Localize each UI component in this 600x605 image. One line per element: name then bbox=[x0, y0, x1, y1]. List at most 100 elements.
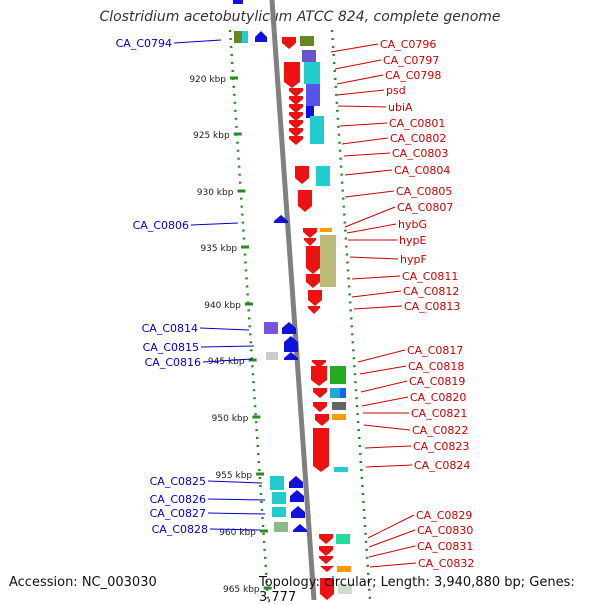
gene-label-right: CA_C0831 bbox=[417, 540, 473, 553]
backbone-line bbox=[269, 0, 317, 600]
gene-label-right: CA_C0824 bbox=[414, 459, 470, 472]
label-leader bbox=[346, 223, 397, 234]
scale-tick-label: 965 kbp bbox=[223, 585, 260, 595]
gene-label-right: CA_C0830 bbox=[417, 524, 473, 537]
gene-arrow bbox=[320, 566, 334, 572]
gene-label-right: CA_C0802 bbox=[390, 132, 446, 145]
gene-label-right: CA_C0812 bbox=[403, 285, 459, 298]
domain-block bbox=[336, 534, 350, 544]
gene-arrow bbox=[306, 274, 320, 288]
label-leader bbox=[209, 528, 261, 531]
accession-text: Accession: NC_003030 bbox=[9, 575, 157, 590]
label-leader bbox=[368, 529, 416, 548]
gene-label-right: CA_C0798 bbox=[385, 69, 441, 82]
gene-label-left: CA_C0794 bbox=[116, 37, 172, 50]
domain-block bbox=[340, 388, 346, 398]
label-leader bbox=[336, 74, 384, 85]
gene-arrow bbox=[289, 120, 303, 129]
gene-label-right: CA_C0804 bbox=[394, 164, 450, 177]
gene-label-right: ubiA bbox=[388, 101, 413, 114]
domain-block bbox=[316, 166, 330, 186]
gene-arrow bbox=[289, 104, 303, 113]
label-leader bbox=[369, 562, 417, 568]
label-leader bbox=[334, 59, 382, 70]
gene-arrow bbox=[319, 546, 333, 556]
label-leader bbox=[199, 327, 250, 331]
domain-block bbox=[320, 235, 336, 287]
scale-tick-label: 930 kbp bbox=[197, 188, 234, 198]
label-leader bbox=[344, 169, 393, 176]
gene-arrow bbox=[289, 476, 303, 488]
label-leader bbox=[337, 105, 387, 108]
gene-label-right: CA_C0819 bbox=[409, 375, 465, 388]
gene-label-right: CA_C0817 bbox=[407, 344, 463, 357]
domain-block bbox=[272, 492, 286, 504]
label-leader bbox=[360, 380, 408, 393]
domain-block bbox=[300, 36, 314, 46]
left-dotted-track bbox=[228, 29, 270, 600]
gene-arrow bbox=[304, 238, 316, 246]
domain-block bbox=[304, 62, 320, 84]
label-leader bbox=[336, 89, 385, 96]
label-leader bbox=[207, 480, 263, 484]
gene-arrow bbox=[303, 228, 317, 238]
gene-label-left: CA_C0827 bbox=[150, 507, 206, 520]
gene-label-right: CA_C0821 bbox=[411, 407, 467, 420]
scale-tick-label: 955 kbp bbox=[215, 471, 252, 481]
label-leader bbox=[364, 445, 412, 449]
domain-block bbox=[306, 106, 314, 118]
scale-tick-label: 960 kbp bbox=[219, 528, 256, 538]
scale-tick-label: 925 kbp bbox=[193, 131, 230, 141]
gene-arrow bbox=[293, 524, 307, 532]
gene-arrow bbox=[289, 112, 303, 121]
gene-label-right: CA_C0829 bbox=[416, 509, 472, 522]
gene-label-right: CA_C0832 bbox=[418, 557, 474, 570]
gene-arrow bbox=[289, 128, 303, 137]
gene-arrow bbox=[313, 428, 329, 472]
gene-arrow bbox=[308, 290, 322, 306]
domain-block bbox=[274, 522, 288, 532]
label-leader bbox=[344, 206, 396, 228]
label-leader bbox=[330, 43, 379, 53]
domain-block bbox=[233, 0, 243, 4]
label-leader bbox=[344, 190, 395, 198]
domain-block bbox=[270, 476, 284, 490]
label-leader bbox=[351, 275, 401, 280]
gene-label-right: CA_C0813 bbox=[404, 300, 460, 313]
gene-label-left: CA_C0828 bbox=[152, 523, 208, 536]
gene-arrow bbox=[312, 360, 326, 368]
gene-arrow bbox=[274, 215, 288, 223]
right-dotted-track bbox=[330, 29, 372, 600]
domain-block bbox=[332, 402, 346, 410]
gene-arrow bbox=[284, 352, 298, 360]
gene-arrow bbox=[289, 88, 303, 97]
gene-arrow bbox=[284, 336, 298, 352]
gene-label-right: CA_C0796 bbox=[380, 38, 436, 51]
gene-label-right: CA_C0823 bbox=[413, 440, 469, 453]
gene-arrow bbox=[319, 534, 333, 544]
gene-arrow bbox=[282, 37, 296, 49]
map-title: Clostridium acetobutylicum ATCC 824, com… bbox=[99, 9, 501, 25]
gene-label-left: CA_C0806 bbox=[133, 219, 189, 232]
label-leader bbox=[343, 152, 391, 157]
scale-tick-label: 935 kbp bbox=[200, 244, 237, 254]
label-leader bbox=[367, 514, 415, 539]
domain-block bbox=[338, 584, 352, 594]
gene-label-right: CA_C0818 bbox=[408, 360, 464, 373]
gene-label-right: CA_C0801 bbox=[389, 117, 445, 130]
gene-label-right: CA_C0805 bbox=[396, 185, 452, 198]
gene-label-right: CA_C0822 bbox=[412, 424, 468, 437]
domain-block bbox=[320, 228, 332, 232]
domain-block bbox=[332, 414, 346, 420]
gene-arrow bbox=[313, 388, 327, 398]
scale-tick-label: 945 kbp bbox=[208, 357, 245, 367]
label-leader bbox=[359, 365, 407, 375]
gene-arrow bbox=[319, 556, 333, 564]
domain-block bbox=[306, 84, 320, 106]
gene-arrow bbox=[306, 246, 320, 274]
gene-label-right: CA_C0797 bbox=[383, 54, 439, 67]
domain-block bbox=[330, 366, 346, 384]
label-leader bbox=[190, 222, 239, 226]
gene-arrow bbox=[298, 190, 312, 212]
